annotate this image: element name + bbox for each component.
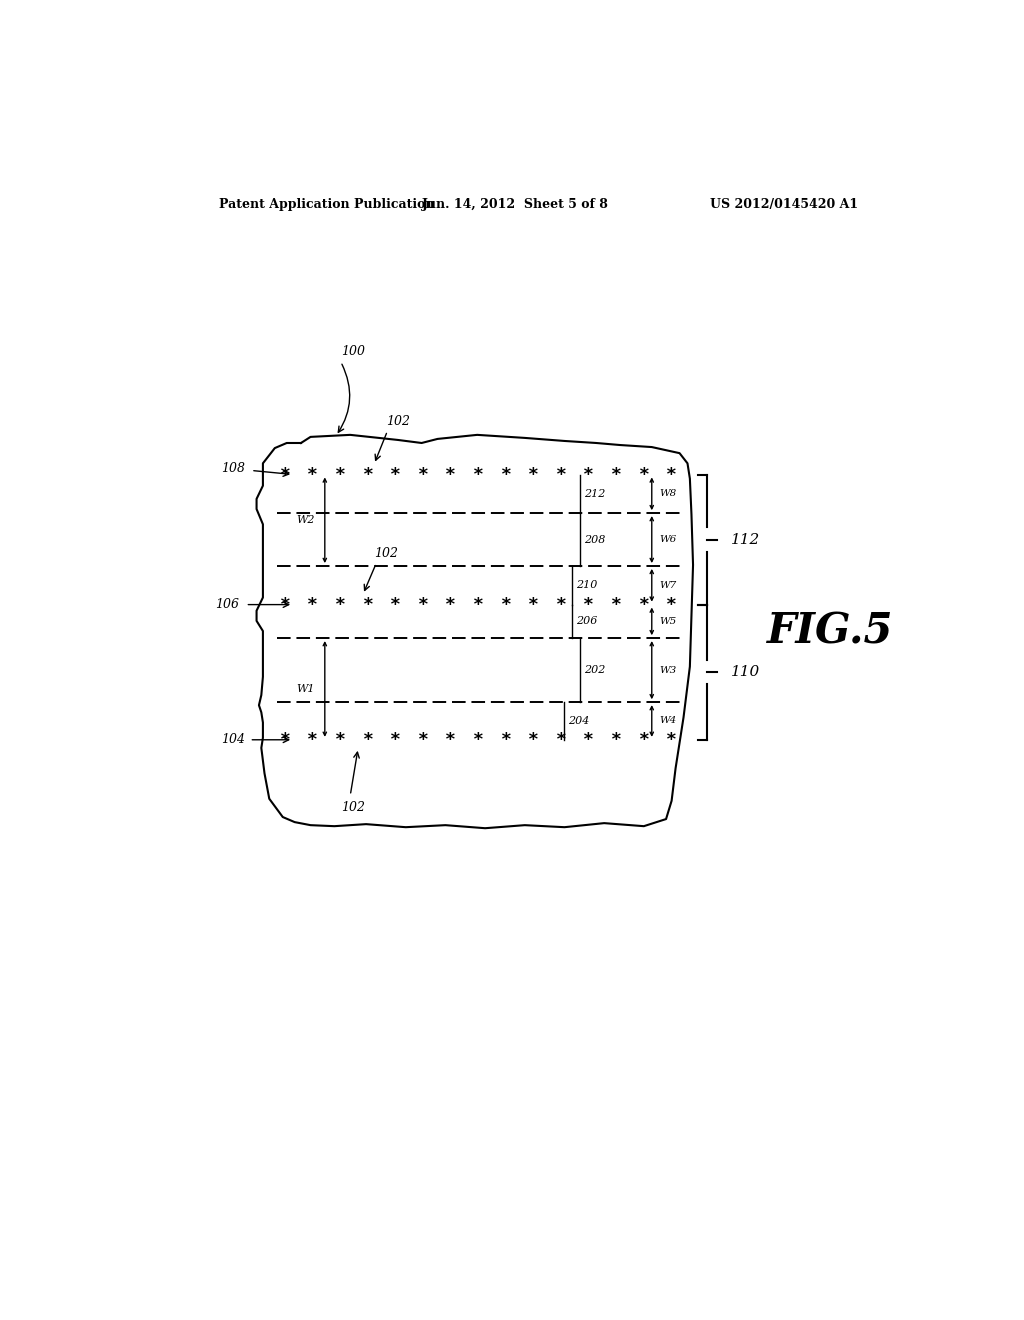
Text: *: * (556, 731, 566, 748)
Text: *: * (418, 466, 429, 483)
Text: *: * (307, 466, 318, 483)
Text: *: * (556, 595, 566, 614)
Text: W5: W5 (659, 616, 677, 626)
Text: *: * (307, 595, 318, 614)
Text: *: * (611, 595, 622, 614)
Text: *: * (667, 731, 677, 748)
Text: 102: 102 (386, 414, 410, 428)
Text: *: * (390, 466, 401, 483)
Text: *: * (418, 595, 429, 614)
Text: *: * (473, 595, 483, 614)
Text: *: * (639, 731, 649, 748)
Text: *: * (473, 731, 483, 748)
Text: 204: 204 (568, 715, 590, 726)
Text: *: * (501, 731, 511, 748)
Text: W6: W6 (659, 535, 677, 544)
Text: *: * (501, 595, 511, 614)
Text: 202: 202 (585, 665, 605, 675)
Text: *: * (501, 466, 511, 483)
Text: *: * (362, 731, 374, 748)
Text: *: * (362, 466, 374, 483)
Text: *: * (362, 595, 374, 614)
Text: *: * (528, 595, 539, 614)
Text: FIG.5: FIG.5 (767, 610, 894, 652)
Text: 104: 104 (221, 734, 246, 746)
Text: *: * (335, 731, 346, 748)
Text: W2: W2 (296, 515, 314, 525)
Text: 208: 208 (585, 535, 605, 545)
Text: *: * (445, 731, 457, 748)
Text: *: * (584, 595, 594, 614)
Text: *: * (556, 466, 566, 483)
Text: *: * (584, 731, 594, 748)
Text: *: * (445, 595, 457, 614)
Text: *: * (335, 466, 346, 483)
Text: 112: 112 (731, 532, 761, 546)
Text: *: * (445, 466, 457, 483)
Text: 210: 210 (577, 581, 598, 590)
Text: W3: W3 (659, 665, 677, 675)
Text: *: * (639, 595, 649, 614)
Text: *: * (611, 731, 622, 748)
Text: *: * (280, 595, 291, 614)
Text: *: * (528, 466, 539, 483)
Text: 110: 110 (731, 665, 761, 680)
Text: W4: W4 (659, 717, 677, 726)
Text: *: * (280, 731, 291, 748)
Text: *: * (335, 595, 346, 614)
Text: *: * (390, 731, 401, 748)
Text: 108: 108 (221, 462, 246, 475)
Text: *: * (584, 466, 594, 483)
Text: 212: 212 (585, 488, 605, 499)
Text: 102: 102 (341, 801, 365, 813)
Text: 102: 102 (374, 546, 398, 560)
Text: 206: 206 (577, 616, 598, 627)
Text: W1: W1 (296, 684, 314, 694)
Text: *: * (280, 466, 291, 483)
Text: 106: 106 (215, 598, 240, 611)
Text: Jun. 14, 2012  Sheet 5 of 8: Jun. 14, 2012 Sheet 5 of 8 (422, 198, 608, 211)
Text: *: * (473, 466, 483, 483)
Text: W7: W7 (659, 581, 677, 590)
Text: *: * (418, 731, 429, 748)
Text: *: * (639, 466, 649, 483)
Text: *: * (667, 466, 677, 483)
Text: Patent Application Publication: Patent Application Publication (219, 198, 435, 211)
Text: *: * (528, 731, 539, 748)
Text: W8: W8 (659, 490, 677, 499)
Text: 100: 100 (341, 345, 365, 358)
Text: *: * (307, 731, 318, 748)
Text: US 2012/0145420 A1: US 2012/0145420 A1 (710, 198, 858, 211)
Text: *: * (611, 466, 622, 483)
Text: *: * (390, 595, 401, 614)
Text: *: * (667, 595, 677, 614)
